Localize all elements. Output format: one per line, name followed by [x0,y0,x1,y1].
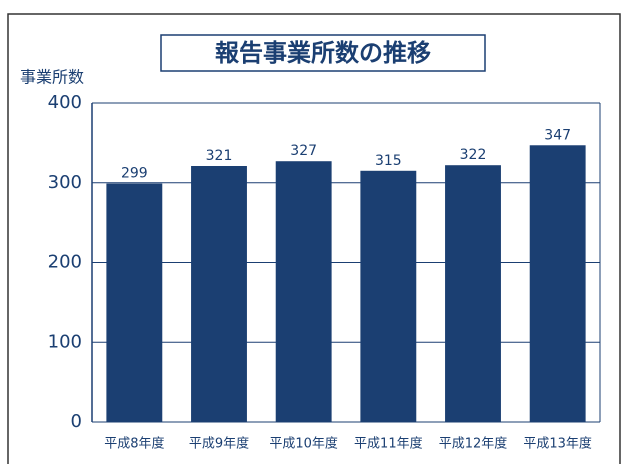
x-tick-label: 平成11年度 [354,436,423,452]
bar [445,165,501,422]
bar [275,161,332,422]
y-tick-label: 100 [48,331,82,352]
bar [529,145,586,422]
x-tick-label: 平成8年度 [104,436,164,452]
y-tick-label: 300 [48,172,82,193]
x-tick-label: 平成10年度 [269,436,338,452]
data-label: 347 [544,127,571,143]
bar [106,183,163,422]
y-tick-label: 0 [71,411,82,432]
chart-title: 報告事業所数の推移 [215,39,431,67]
y-tick-label: 200 [48,252,82,273]
y-axis-label: 事業所数 [20,68,84,87]
x-tick-label: 平成9年度 [189,436,249,452]
data-label: 315 [375,153,402,169]
x-tick-label: 平成12年度 [439,436,508,452]
x-tick-label: 平成13年度 [523,436,592,452]
y-tick-label: 400 [48,92,82,113]
data-label: 322 [460,147,487,163]
bar [360,170,417,422]
data-label: 299 [121,166,148,182]
bar [191,166,247,422]
title-box [160,34,486,72]
data-label: 327 [290,143,317,159]
data-label: 321 [206,148,233,164]
